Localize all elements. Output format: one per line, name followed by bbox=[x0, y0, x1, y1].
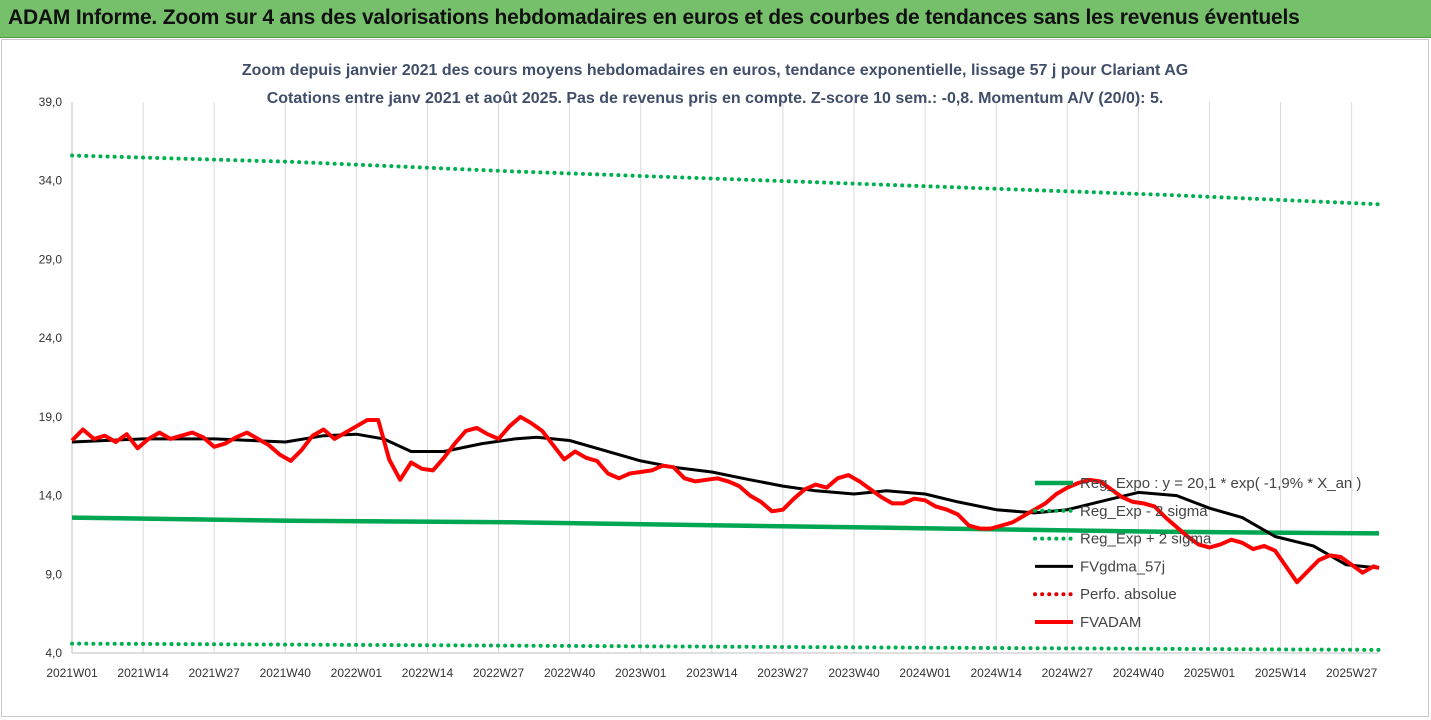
chart-title: Zoom depuis janvier 2021 des cours moyen… bbox=[242, 62, 1188, 79]
y-tick-label: 29,0 bbox=[39, 252, 63, 266]
x-tick-label: 2021W14 bbox=[117, 666, 169, 680]
legend-label-5: FVADAM bbox=[1080, 614, 1141, 631]
x-tick-label: 2023W40 bbox=[828, 666, 880, 680]
y-tick-label: 9,0 bbox=[45, 567, 62, 581]
y-tick-label: 14,0 bbox=[39, 489, 63, 503]
axes: 2021W01 2021W14 2021W27 2021W40 2022W01 2022W… bbox=[39, 95, 1379, 680]
series-lines bbox=[70, 153, 1381, 652]
chart-frame: 2021W01 2021W14 2021W27 2021W40 2022W01 2022W… bbox=[1, 39, 1429, 717]
legend-label-2: Reg_Exp + 2 sigma bbox=[1080, 531, 1212, 548]
legend-label-3: FVgdma_57j bbox=[1080, 558, 1165, 575]
report-title: ADAM Informe. Zoom sur 4 ans des valoris… bbox=[8, 6, 1300, 29]
series-line-5 bbox=[70, 414, 1380, 585]
x-tick-label: 2025W27 bbox=[1326, 666, 1378, 680]
x-tick-label: 2022W40 bbox=[544, 666, 596, 680]
series-line-2 bbox=[70, 153, 1381, 207]
y-tick-label: 19,0 bbox=[39, 410, 63, 424]
x-tick-label: 2022W27 bbox=[473, 666, 525, 680]
report-banner: ADAM Informe. Zoom sur 4 ans des valoris… bbox=[0, 0, 1431, 38]
legend-label-0: Reg_Expo : y = 20,1 * exp( -1,9% * X_an … bbox=[1080, 475, 1361, 492]
x-tick-label: 2025W14 bbox=[1255, 666, 1307, 680]
x-tick-label: 2021W01 bbox=[46, 666, 98, 680]
legend-label-4: Perfo. absolue bbox=[1080, 586, 1177, 603]
x-tick-label: 2024W01 bbox=[899, 666, 951, 680]
gridlines bbox=[71, 102, 1353, 653]
legend: Reg_Expo : y = 20,1 * exp( -1,9% * X_an … bbox=[1033, 475, 1361, 631]
x-tick-label: 2024W40 bbox=[1113, 666, 1165, 680]
x-tick-label: 2021W40 bbox=[260, 666, 312, 680]
x-tick-label: 2023W27 bbox=[757, 666, 809, 680]
series-line-1 bbox=[70, 641, 1381, 652]
x-tick-label: 2024W27 bbox=[1042, 666, 1094, 680]
x-tick-label: 2022W01 bbox=[331, 666, 383, 680]
x-tick-label: 2022W14 bbox=[402, 666, 454, 680]
series-line-0 bbox=[71, 515, 1380, 536]
legend-label-1: Reg_Exp - 2 sigma bbox=[1080, 503, 1208, 520]
y-tick-label: 24,0 bbox=[39, 331, 63, 345]
y-tick-label: 34,0 bbox=[39, 174, 63, 188]
y-tick-label: 4,0 bbox=[45, 646, 62, 660]
x-tick-label: 2023W14 bbox=[686, 666, 738, 680]
x-tick-label: 2024W14 bbox=[971, 666, 1023, 680]
x-tick-label: 2021W27 bbox=[188, 666, 240, 680]
y-tick-label: 39,0 bbox=[39, 95, 63, 109]
x-tick-label: 2025W01 bbox=[1184, 666, 1236, 680]
x-tick-label: 2023W01 bbox=[615, 666, 667, 680]
chart-subtitle: Cotations entre janv 2021 et août 2025. … bbox=[267, 90, 1164, 107]
line-chart: 2021W01 2021W14 2021W27 2021W40 2022W01 2022W… bbox=[39, 62, 1381, 680]
series-line-3 bbox=[71, 432, 1380, 570]
